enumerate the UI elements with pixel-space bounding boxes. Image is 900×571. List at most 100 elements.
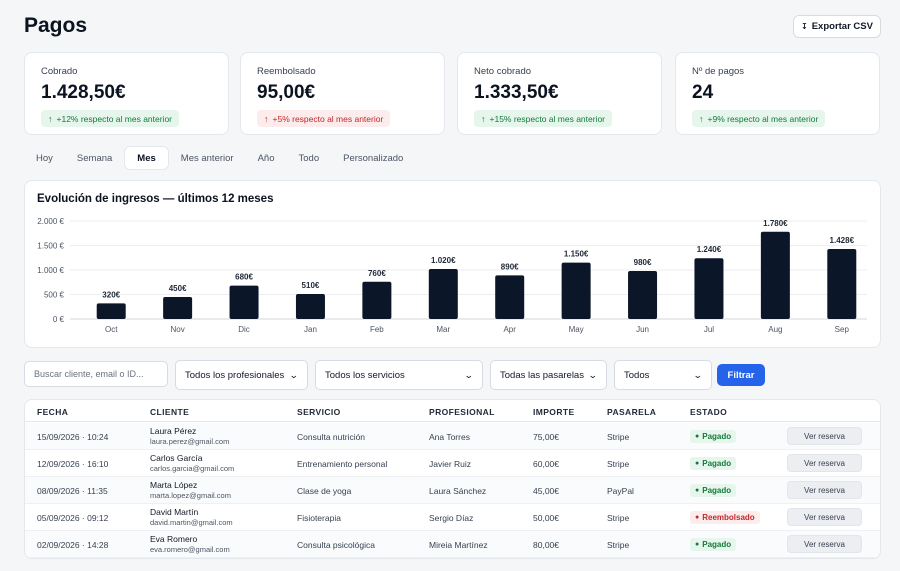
payment-gateway: Stripe bbox=[607, 513, 630, 523]
view-booking-button[interactable]: Ver reserva bbox=[787, 454, 862, 472]
bar-data-label: 1.240€ bbox=[697, 245, 722, 254]
x-tick-label: Jul bbox=[704, 325, 714, 334]
payment-amount: 60,00€ bbox=[533, 459, 559, 469]
kpi-delta-text: +15% respecto al mes anterior bbox=[489, 113, 606, 124]
bar-data-label: 890€ bbox=[501, 262, 519, 271]
client-name: David Martín bbox=[150, 507, 199, 517]
kpi-value: 95,00€ bbox=[257, 82, 316, 103]
column-header-fecha: FECHA bbox=[37, 407, 69, 417]
payment-date: 08/09/2026 · 11:35 bbox=[37, 486, 108, 496]
professional-name: Sergio Díaz bbox=[429, 513, 474, 523]
arrow-up-icon: ↑ bbox=[48, 113, 53, 124]
search-input[interactable] bbox=[24, 361, 168, 387]
client-name: Marta López bbox=[150, 480, 198, 490]
view-booking-button[interactable]: Ver reserva bbox=[787, 427, 862, 445]
bar-dic bbox=[229, 285, 259, 319]
status-badge: ● Pagado bbox=[690, 484, 737, 497]
table-row: 02/09/2026 · 14:28 Eva Romero eva.romero@g… bbox=[25, 531, 880, 558]
table-row: 12/09/2026 · 16:10 Carlos García carlos.ga… bbox=[25, 450, 880, 477]
kpi-label: Reembolsado bbox=[257, 66, 316, 77]
service-select[interactable]: Todos los servicios ⌄ bbox=[315, 360, 483, 390]
view-booking-button[interactable]: Ver reserva bbox=[787, 481, 862, 499]
kpi-value: 24 bbox=[692, 82, 714, 103]
x-tick-label: Sep bbox=[835, 325, 850, 334]
service-name: Entrenamiento personal bbox=[297, 459, 388, 469]
status-badge: ● Pagado bbox=[690, 538, 737, 551]
tab-todo[interactable]: Todo bbox=[298, 152, 320, 164]
x-tick-label: Apr bbox=[503, 325, 516, 334]
payment-gateway: Stripe bbox=[607, 540, 630, 550]
client-email: marta.lopez@gmail.com bbox=[150, 491, 231, 500]
payment-amount: 80,00€ bbox=[533, 540, 559, 550]
client-name: Laura Pérez bbox=[150, 426, 197, 436]
bar-data-label: 510€ bbox=[302, 281, 320, 290]
page-title: Pagos bbox=[24, 14, 88, 37]
x-tick-label: Dic bbox=[238, 325, 250, 334]
bar-data-label: 320€ bbox=[102, 290, 120, 299]
payment-date: 02/09/2026 · 14:28 bbox=[37, 540, 109, 550]
status-select-value: Todos bbox=[624, 369, 650, 381]
bar-aug bbox=[760, 231, 790, 319]
kpi-delta-badge: ↑ +12% respecto al mes anterior bbox=[41, 110, 180, 127]
bar-data-label: 1.780€ bbox=[763, 219, 788, 228]
chart-title: Evolución de ingresos — últimos 12 meses bbox=[37, 193, 274, 205]
bar-sep bbox=[827, 249, 857, 319]
kpi-card: Reembolsado 95,00€ ↑ +5% respecto al mes an… bbox=[240, 52, 445, 135]
service-name: Consulta nutrición bbox=[297, 432, 366, 442]
status-label: Pagado bbox=[702, 432, 732, 441]
tab-mes-anterior[interactable]: Mes anterior bbox=[180, 152, 234, 164]
revenue-bar-chart: 0 € 500 € 1.000 € 1.500 € 2.000 € 320€ Oct 450€… bbox=[37, 217, 867, 334]
kpi-label: Nº de pagos bbox=[692, 66, 745, 77]
professional-select-value: Todos los profesionales bbox=[185, 369, 285, 381]
kpi-delta-text: +5% respecto al mes anterior bbox=[272, 113, 384, 124]
kpi-delta-text: +12% respecto al mes anterior bbox=[56, 113, 173, 124]
filter-button[interactable]: Filtrar bbox=[717, 364, 765, 386]
column-header-estado: ESTADO bbox=[690, 407, 728, 417]
status-dot-icon: ● bbox=[695, 487, 700, 494]
bar-data-label: 1.428€ bbox=[830, 236, 855, 245]
status-label: Reembolsado bbox=[702, 513, 755, 522]
professional-name: Javier Ruiz bbox=[429, 459, 472, 469]
client-name: Carlos García bbox=[150, 453, 203, 463]
gateway-select-value: Todas las pasarelas bbox=[500, 369, 584, 381]
status-select[interactable]: Todos ⌄ bbox=[614, 360, 712, 390]
service-name: Clase de yoga bbox=[297, 486, 352, 496]
period-tabs: Hoy Semana Mes Mes anterior Año Todo Personali… bbox=[24, 146, 415, 170]
tab-hoy[interactable]: Hoy bbox=[36, 152, 53, 164]
tab-año[interactable]: Año bbox=[257, 152, 275, 164]
professional-select[interactable]: Todos los profesionales ⌄ bbox=[175, 360, 308, 390]
bar-may bbox=[561, 262, 591, 319]
bar-nov bbox=[163, 296, 193, 319]
y-tick-label: 0 € bbox=[53, 315, 65, 324]
kpi-label: Cobrado bbox=[41, 66, 78, 77]
kpi-label: Neto cobrado bbox=[474, 66, 532, 77]
table-header: FECHA CLIENTE SERVICIO PROFESIONAL IMPORTE PA… bbox=[25, 400, 880, 422]
gateway-select[interactable]: Todas las pasarelas ⌄ bbox=[490, 360, 607, 390]
x-tick-label: Oct bbox=[105, 325, 118, 334]
status-label: Pagado bbox=[702, 486, 732, 495]
bar-jun bbox=[628, 270, 658, 319]
status-label: Pagado bbox=[702, 459, 732, 468]
tab-semana[interactable]: Semana bbox=[76, 152, 113, 164]
client-name: Eva Romero bbox=[150, 534, 198, 544]
arrow-up-icon: ↑ bbox=[699, 113, 704, 124]
payment-amount: 45,00€ bbox=[533, 486, 559, 496]
status-badge: ● Pagado bbox=[690, 457, 737, 470]
chevron-down-icon: ⌄ bbox=[693, 369, 704, 380]
tab-personalizado[interactable]: Personalizado bbox=[343, 152, 404, 164]
status-label: Pagado bbox=[702, 540, 732, 549]
payment-date: 12/09/2026 · 16:10 bbox=[37, 459, 109, 469]
y-tick-label: 500 € bbox=[44, 291, 65, 300]
view-booking-button[interactable]: Ver reserva bbox=[787, 535, 862, 553]
tab-mes[interactable]: Mes bbox=[124, 146, 169, 170]
view-booking-button[interactable]: Ver reserva bbox=[787, 508, 862, 526]
status-badge: ● Pagado bbox=[690, 430, 737, 443]
export-csv-button[interactable]: ↧ Exportar CSV bbox=[793, 15, 881, 38]
payment-date: 05/09/2026 · 09:12 bbox=[37, 513, 109, 523]
payment-gateway: Stripe bbox=[607, 459, 630, 469]
x-tick-label: Mar bbox=[436, 325, 450, 334]
bar-data-label: 980€ bbox=[634, 258, 652, 267]
x-tick-label: Feb bbox=[370, 325, 384, 334]
professional-name: Mireia Martínez bbox=[429, 540, 488, 550]
status-dot-icon: ● bbox=[695, 514, 700, 521]
